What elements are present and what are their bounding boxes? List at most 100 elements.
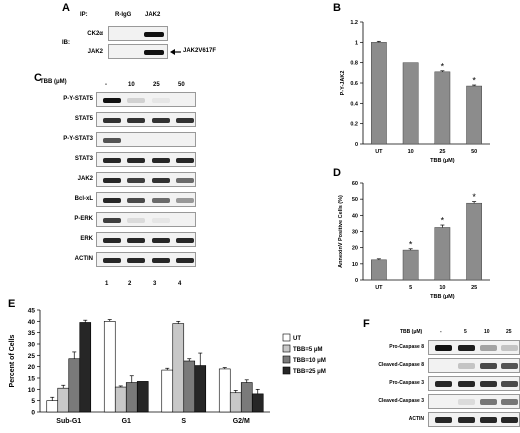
y-tick-label: 5 [31,398,35,405]
x-tick-label: 25 [471,285,477,291]
bar-g1-tbb-25-m [136,381,149,413]
panel-label-e: E [8,298,16,310]
x-tick-label: 10 [408,149,414,155]
blot-row-label-stat3: STAT3 [74,156,93,162]
y-tick-label: 0.8 [350,61,358,67]
band [103,158,121,163]
arrow-icon [170,49,181,55]
x-tick-label: 50 [471,149,477,155]
error-bar [233,390,238,393]
y-tick-label: 10 [28,387,36,394]
blot-cleaved-caspase-8 [428,358,520,373]
bar-25 [434,71,451,145]
band [127,178,145,183]
band [480,399,497,405]
band [127,258,145,263]
band [480,381,497,387]
bar-10 [434,227,451,281]
x-tick-label: G1 [122,418,131,425]
band [127,198,145,203]
band [501,381,518,387]
blot-row-label-ck2a: CK2α [87,31,103,37]
band [458,417,475,423]
y-tick-label: 40 [352,213,358,219]
panel-label-f: F [363,318,370,330]
tbb-label-c: TBB (μM) [40,79,67,85]
blot-row-label-jak2: JAK2 [87,49,103,55]
legend-label-tbb-5-m: TBB=5 μM [293,347,323,353]
blot-row-label-pro-caspase-3: Pro-Caspase 3 [389,380,424,386]
legend-label-ut: UT [293,336,301,342]
panel-a: IP: R-IgG JAK2 IB: CK2α JAK2 JAK2V617F [0,0,330,70]
band [435,381,452,387]
blot-bands [103,158,194,163]
band [152,178,170,183]
blot-jak2 [108,44,168,59]
bar-ut [371,259,387,281]
legend-swatch-tbb-10-m [282,355,291,364]
bar-sub-g1-tbb-5-m [57,387,70,413]
blot-row-label-jak2: JAK2 [77,176,93,182]
band [501,345,518,351]
blot-bands [103,98,170,103]
band [127,98,145,103]
bar-g2-m-tbb-25-m [251,393,264,413]
jak2v617f-label: JAK2V617F [183,48,217,54]
blot-stat3 [96,152,196,167]
error-bar [440,70,445,72]
lane-number-1: 1 [105,281,109,287]
band [127,158,145,163]
blot-row-label-bcl-xl: Bcl-xL [74,196,93,202]
lane-label-c-3: 25 [153,82,160,88]
y-tick-label: 0 [31,410,35,417]
blot-bands [435,417,518,423]
legend-label-tbb-10-m: TBB=10 μM [293,358,326,364]
band [152,218,170,223]
band [103,258,121,263]
bar-g2-m-tbb-5-m [229,392,242,413]
y-tick-label: 35 [28,330,36,337]
x-tick-label: G2/M [233,418,250,425]
blot-row-label-cleaved-caspase-8: Cleaved-Caspase 8 [378,362,424,368]
bar-s-tbb-25-m [194,365,207,413]
y-tick-label: 0.6 [350,81,358,87]
blot-row-label-p-erk: P-ERK [74,216,93,222]
chart-b: 0 0.2 0.4 0.6 0.8 1 1.2 UT 10 * 25 * 50 TBB (μM) P-Y-J… [340,20,490,164]
legend-swatch-tbb-5-m [282,344,291,353]
error-bar [72,351,77,359]
blot-erk [96,232,196,247]
significance-star: * [472,76,476,86]
band [480,417,497,423]
y-tick-label: 40 [28,319,36,326]
lane-label-f-1: - [440,329,442,335]
panel-label-c: C [34,72,42,84]
blot-ck2a-bands [144,32,164,37]
lane-label-f-2: 5 [464,329,467,335]
blot-p-y-stat5 [96,92,196,107]
blot-row-label-erk: ERK [80,236,93,242]
error-bar [408,248,413,251]
blot-ck2a [108,26,168,41]
blot-jak2-bands [144,50,164,55]
lane-number-3: 3 [153,281,157,287]
blot-bands [103,198,194,203]
lane-number-2: 2 [128,281,132,287]
band [103,198,121,203]
lane-label-c-2: 10 [128,82,135,88]
y-tick-label: 50 [352,197,358,203]
y-tick-label: 10 [352,262,358,268]
bar-g2-m-ut [218,368,231,413]
lane-label-f-4: 25 [506,329,512,335]
error-bar [83,319,88,323]
blot-row-label-stat5: STAT5 [74,116,93,122]
chart-e: 0 5 10 15 20 25 30 35 40 45 Sub-G1 G1 S G2/M Percent o… [9,308,326,426]
blot-bands [103,178,194,183]
x-tick-label: UT [375,285,383,291]
x-tick-label: 10 [439,285,445,291]
blot-bands [103,118,194,123]
band [176,198,194,203]
tbb-label-f: TBB (μM) [400,329,423,335]
band [127,238,145,243]
x-tick-label: 5 [409,285,412,291]
blot-bands [435,345,518,351]
